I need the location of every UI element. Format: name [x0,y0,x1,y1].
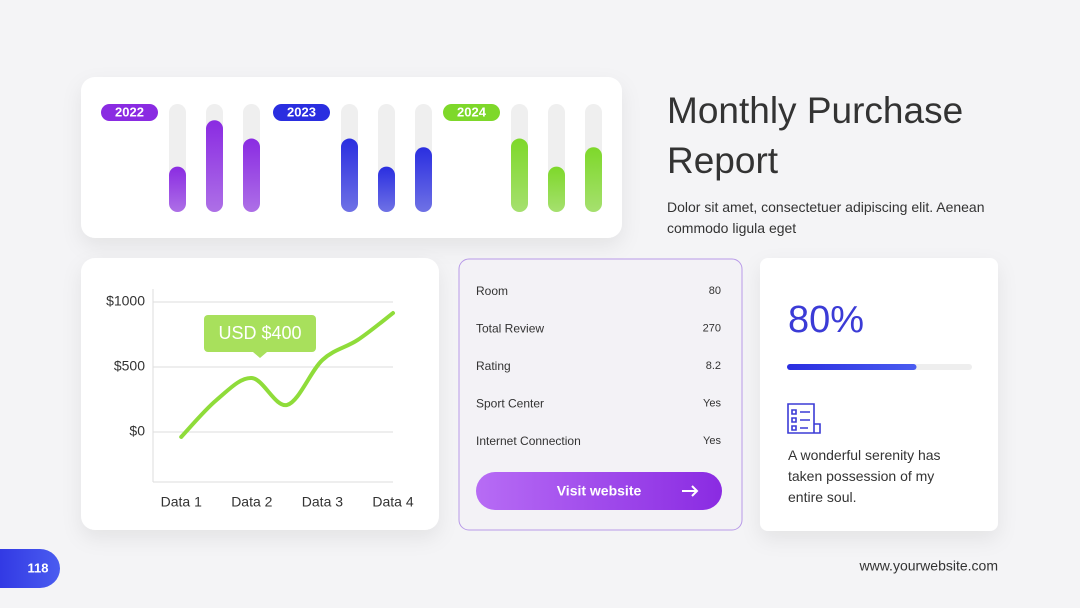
bar [378,166,395,212]
line [179,311,395,439]
row-label: Total Review [476,322,544,336]
row-label: Rating [476,359,511,373]
legend-label: 2023 [287,104,316,119]
page-number: 118 [28,560,49,575]
list-icon [787,403,821,434]
stat-card [760,258,998,531]
x-tick-label: Data 4 [372,494,413,510]
page-badge [0,549,60,588]
legend-label: 2022 [115,104,144,119]
row-label: Room [476,284,508,298]
x-tick-label: Data 3 [302,494,343,510]
legend-badge [273,104,330,121]
row-value: 270 [703,322,721,334]
progress-bar [787,364,917,370]
bar [585,147,602,212]
y-tick-label: $1000 [106,293,145,309]
annotation-pointer [253,352,267,358]
legend-badge [443,104,500,121]
x-tick-label: Data 2 [231,494,272,510]
table-card [458,258,743,531]
bar [511,138,528,212]
bar [169,166,186,212]
stat-description: A wonderful serenity has taken possessio… [788,447,941,505]
annotation-box [204,315,316,352]
visit-button[interactable] [476,472,722,510]
row-value: Yes [703,397,721,409]
bar [341,138,358,212]
bar [243,138,260,212]
legend-label: 2024 [457,104,487,119]
title: Monthly Purchase Report [667,90,964,181]
row-value: 8.2 [706,360,721,372]
legend-badge [101,104,158,121]
row-label: Sport Center [476,397,544,411]
row-label: Internet Connection [476,434,581,448]
line-card [81,258,439,530]
row-value: 80 [709,285,721,297]
x-tick-label: Data 1 [161,494,202,510]
bar [415,147,432,212]
bar [206,120,223,212]
annotation: USD $400 [218,323,301,343]
website: www.yourwebsite.com [859,558,999,574]
arrow-icon [682,485,699,497]
y-tick-label: $500 [114,358,145,374]
row-value: Yes [703,435,721,447]
button-label[interactable]: Visit website [557,483,642,499]
bar [548,166,565,212]
stat-value: 80% [788,299,864,341]
description: Dolor sit amet, consectetuer adipiscing … [667,199,985,236]
y-tick-label: $0 [129,423,145,439]
